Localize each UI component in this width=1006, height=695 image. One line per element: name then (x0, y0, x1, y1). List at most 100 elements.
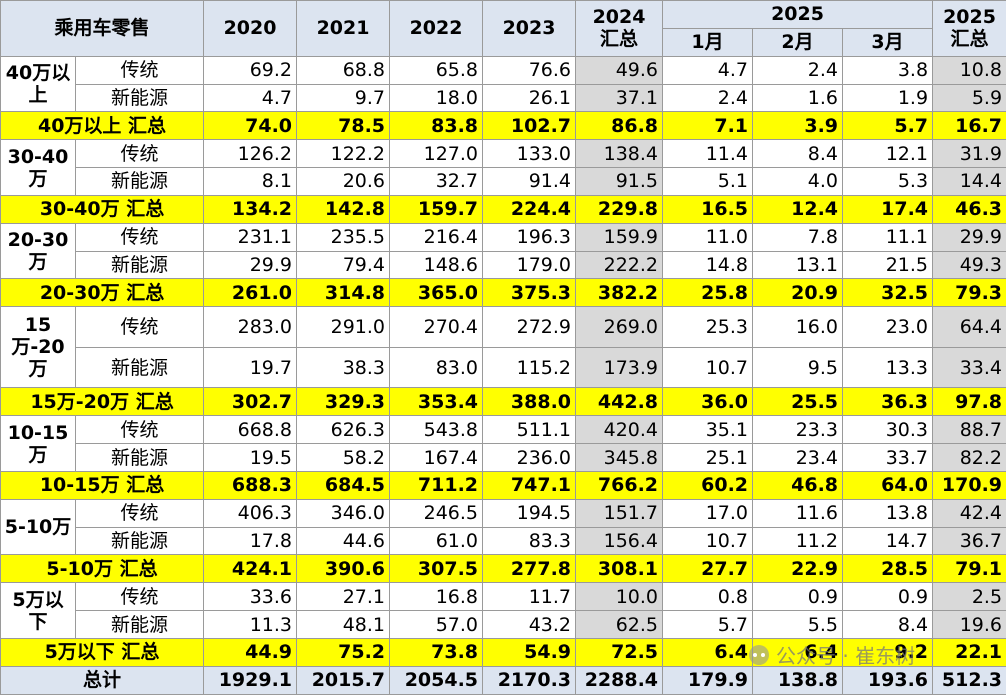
table-row: 40万以上 传统 69.2 68.8 65.8 76.6 49.6 4.7 2.4 3.8 10.8 (0, 55, 1006, 113)
table-cell: 57.0 (389, 610, 484, 639)
table-cell: 传统 (74, 415, 205, 445)
table-cell: 新能源 (74, 526, 205, 556)
table-cell: 2月 (752, 27, 844, 57)
table-cell: 10-15万 (0, 415, 76, 472)
table-cell: 235.5 (296, 222, 391, 252)
table-cell: 25.8 (662, 278, 754, 308)
table-cell: 27.1 (296, 582, 391, 612)
table-cell: 179.9 (662, 665, 754, 695)
table-cell: 2.4 (662, 83, 754, 113)
table-cell: 18.0 (389, 83, 484, 113)
table-cell: 307.5 (389, 554, 484, 584)
table-cell: 5.3 (842, 167, 934, 196)
table-cell: 1月 (662, 27, 754, 57)
table-cell: 6.4 (662, 638, 754, 667)
table-cell: 73.8 (389, 638, 484, 667)
table-cell: 170.9 (932, 470, 1006, 500)
table-cell: 49.6 (575, 55, 664, 85)
table-cell: 46.3 (932, 194, 1006, 224)
table-cell: 14.8 (662, 250, 754, 280)
table-cell: 19.6 (932, 610, 1006, 639)
table-cell: 33.6 (203, 582, 298, 612)
table-cell: 44.6 (296, 526, 391, 556)
table-cell: 11.1 (842, 222, 934, 252)
table-cell: 270.4 (389, 306, 484, 348)
table-row: 30-40万 汇总 134.2 142.8 159.7 224.4 229.8 16.5 12… (0, 194, 1006, 224)
table-row: 新能源 17.8 44.6 61.0 83.3 156.4 10.7 11.2 14.7 36.7 (1, 526, 1006, 556)
table-row: 30-40万 传统 126.2 122.2 127.0 133.0 138.4 11.4 8.4… (0, 139, 1006, 196)
table-cell: 375.3 (482, 278, 577, 308)
table-cell: 83.0 (389, 346, 484, 389)
table-cell: 16.5 (662, 194, 754, 224)
table-cell: 11.7 (482, 582, 577, 612)
table-cell: 194.5 (482, 498, 577, 528)
table-cell: 79.3 (932, 278, 1006, 308)
table-cell: 62.5 (575, 610, 664, 639)
table-cell: 5万以下 (0, 582, 76, 639)
table-cell: 30.3 (842, 415, 934, 445)
table-row: 新能源 11.3 48.1 57.0 43.2 62.5 5.7 5.5 8.4 19.6 (1, 610, 1006, 639)
table-row: 10-15万 传统 668.8 626.3 543.8 511.1 420.4 35.1 23.… (0, 415, 1006, 472)
table-cell: 269.0 (575, 306, 664, 348)
table-cell: 272.9 (482, 306, 577, 348)
table-cell: 222.2 (575, 250, 664, 280)
table-cell: 11.4 (662, 139, 754, 169)
table-cell: 25.3 (662, 306, 754, 348)
table-cell: 65.8 (389, 55, 484, 85)
table-cell: 23.4 (752, 443, 844, 472)
table-cell: 13.3 (842, 346, 934, 389)
table-row: 5-10万 传统 406.3 346.0 246.5 194.5 151.7 17.0 11.6… (0, 498, 1006, 556)
table-cell: 0.9 (842, 582, 934, 612)
table-cell: 543.8 (389, 415, 484, 445)
table-row: 40万以上 汇总 74.0 78.5 83.8 102.7 86.8 7.1 3.9 5.7 16… (0, 111, 1006, 141)
table-cell: 15万-20万 汇总 (0, 387, 205, 417)
table-cell: 3月 (842, 27, 934, 57)
table-cell: 12.4 (752, 194, 844, 224)
table-row: 新能源 8.1 20.6 32.7 91.4 91.5 5.1 4.0 5.3 14.4 (1, 167, 1006, 196)
watermark-icon (749, 644, 769, 665)
table-row: 乘用车零售 2020 2021 2022 2023 2024 汇总 2025 2025 汇总 (0, 0, 1006, 57)
table-cell: 44.9 (203, 638, 298, 667)
table-cell: 97.8 (932, 387, 1006, 417)
table-cell: 126.2 (203, 139, 298, 169)
table-cell: 79.4 (296, 250, 391, 280)
table-cell: 8.4 (842, 610, 934, 639)
table-cell: 16.0 (752, 306, 844, 348)
table-cell: 388.0 (482, 387, 577, 417)
table-cell: 196.3 (482, 222, 577, 252)
table-cell: 5-10万 (0, 498, 76, 556)
table-cell: 5.7 (662, 610, 754, 639)
table-cell: 329.3 (296, 387, 391, 417)
table-cell: 138.4 (575, 139, 664, 169)
table-cell: 新能源 (74, 610, 205, 639)
table-cell: 512.3 (932, 665, 1006, 695)
table-row: 15万-20万 传统 283.0 291.0 270.4 272.9 269.0 25.3 16… (0, 306, 1006, 389)
table-cell: 102.7 (482, 111, 577, 141)
table-cell: 91.4 (482, 167, 577, 196)
table-cell: 0.8 (662, 582, 754, 612)
table-cell: 668.8 (203, 415, 298, 445)
table-cell: 4.7 (662, 55, 754, 85)
table-cell: 17.0 (662, 498, 754, 528)
table-cell: 346.0 (296, 498, 391, 528)
table-cell: 46.8 (752, 470, 844, 500)
table-cell: 5.7 (842, 111, 934, 141)
table-cell: 406.3 (203, 498, 298, 528)
table-cell: 8.1 (203, 167, 298, 196)
table-cell: 115.2 (482, 346, 577, 389)
table-cell: 69.2 (203, 55, 298, 85)
table-cell: 74.0 (203, 111, 298, 141)
table-cell: 总计 (0, 665, 205, 695)
table-cell: 64.4 (932, 306, 1006, 348)
table-cell: 2054.5 (389, 665, 484, 695)
table-cell: 3.9 (752, 111, 844, 141)
table-cell: 151.7 (575, 498, 664, 528)
table-cell: 159.9 (575, 222, 664, 252)
table-cell: 36.0 (662, 387, 754, 417)
table-cell: 246.5 (389, 498, 484, 528)
table-cell: 32.7 (389, 167, 484, 196)
table-cell: 10.7 (662, 526, 754, 556)
table-row: 5-10万 汇总 424.1 390.6 307.5 277.8 308.1 27.7 22.… (0, 554, 1006, 584)
table-cell: 79.1 (932, 554, 1006, 584)
